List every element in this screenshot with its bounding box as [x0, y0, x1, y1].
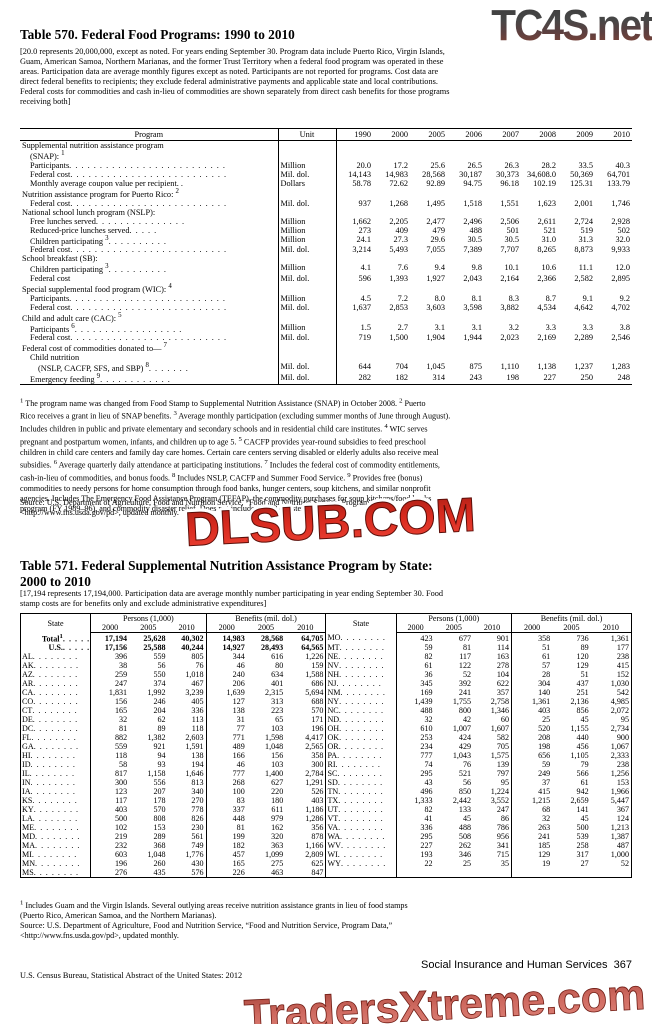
svg-text:DLSUB.COM: DLSUB.COM: [184, 489, 477, 557]
svg-text:TradersXtreme.com: TradersXtreme.com: [243, 971, 646, 1024]
